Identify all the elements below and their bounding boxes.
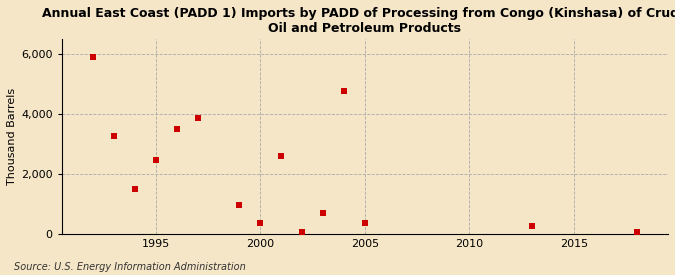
- Title: Annual East Coast (PADD 1) Imports by PADD of Processing from Congo (Kinshasa) o: Annual East Coast (PADD 1) Imports by PA…: [42, 7, 675, 35]
- Point: [234, 203, 245, 208]
- Point: [526, 224, 537, 228]
- Point: [631, 230, 642, 235]
- Point: [360, 221, 371, 226]
- Point: [192, 116, 203, 121]
- Y-axis label: Thousand Barrels: Thousand Barrels: [7, 88, 17, 185]
- Point: [297, 230, 308, 235]
- Point: [88, 55, 99, 59]
- Point: [318, 211, 329, 215]
- Point: [130, 187, 140, 191]
- Point: [151, 158, 161, 163]
- Point: [255, 221, 266, 226]
- Point: [339, 89, 350, 94]
- Point: [171, 127, 182, 131]
- Point: [109, 134, 119, 139]
- Text: Source: U.S. Energy Information Administration: Source: U.S. Energy Information Administ…: [14, 262, 245, 272]
- Point: [276, 154, 287, 158]
